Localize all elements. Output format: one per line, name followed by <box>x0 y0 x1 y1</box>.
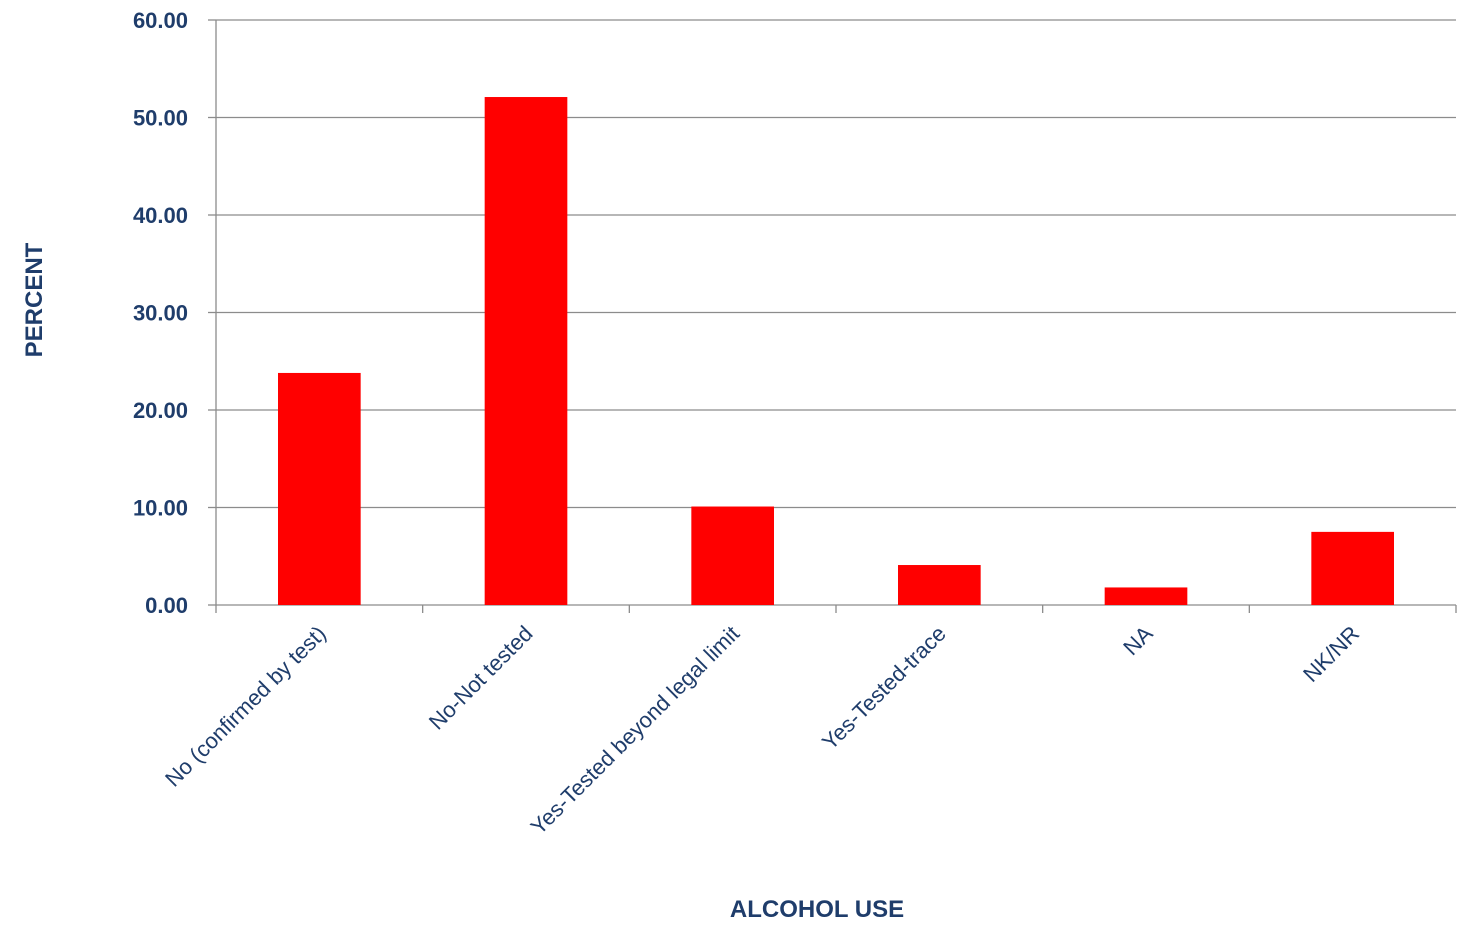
y-tick-label: 10.00 <box>133 496 188 521</box>
y-tick-label: 50.00 <box>133 106 188 131</box>
gridlines <box>216 19 1456 509</box>
y-tick-label: 30.00 <box>133 301 188 326</box>
bar <box>1311 531 1394 605</box>
axes <box>208 19 1457 613</box>
x-tick-label: No-Not tested <box>424 621 538 735</box>
bars <box>278 97 1394 606</box>
y-axis-title: PERCENT <box>21 242 48 357</box>
x-tick-label: Yes-Tested beyond legal limit <box>526 621 745 840</box>
bar <box>691 506 774 605</box>
y-tick-label: 0.00 <box>145 593 188 618</box>
y-tick-labels: 0.00 10.00 20.00 30.00 40.00 50.00 60.00 <box>133 8 188 618</box>
bar <box>484 97 568 606</box>
x-tick-label: NA <box>1118 621 1158 661</box>
x-tick-label: No (confirmed by test) <box>160 621 331 792</box>
y-tick-label: 60.00 <box>133 8 188 33</box>
bar <box>1104 587 1188 605</box>
x-tick-label: Yes-Tested-trace <box>817 621 951 755</box>
bar <box>898 565 981 605</box>
y-tick-label: 40.00 <box>133 203 188 228</box>
x-tick-label: NK/NR <box>1298 621 1364 687</box>
x-tick-labels: No (confirmed by test) No-Not testedYes-T… <box>160 621 1364 840</box>
bar <box>278 372 361 605</box>
y-tick-label: 20.00 <box>133 398 188 423</box>
x-axis-title: ALCOHOL USE <box>730 896 904 923</box>
